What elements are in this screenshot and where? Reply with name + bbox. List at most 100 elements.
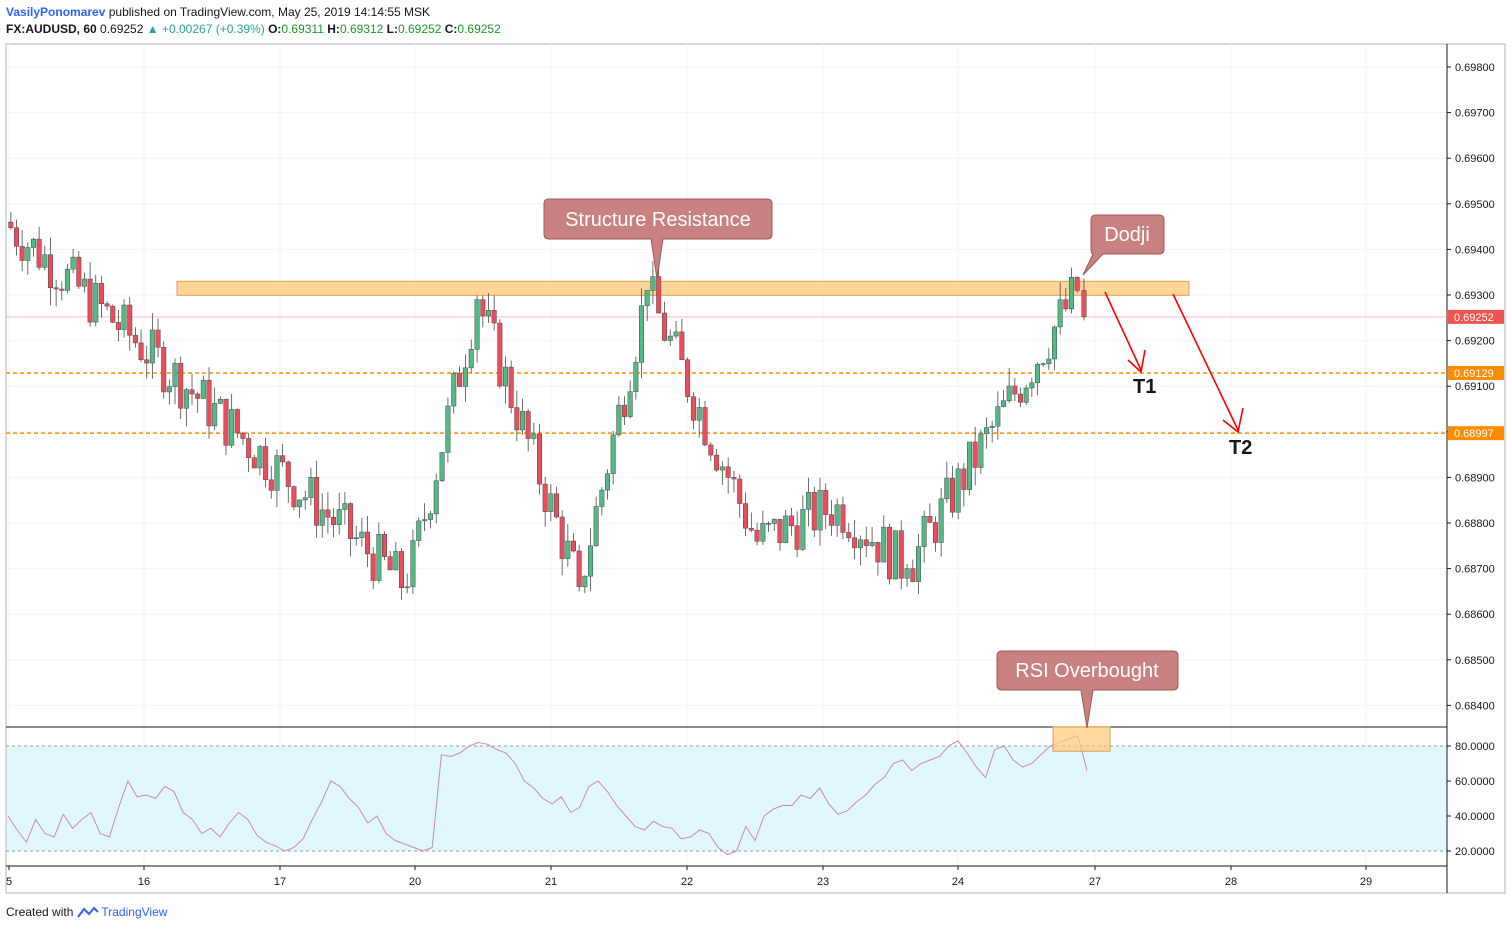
candle-body xyxy=(348,503,354,539)
candle-body xyxy=(1029,382,1035,389)
candle-body xyxy=(627,391,633,417)
candle-body xyxy=(531,433,537,439)
candle-body xyxy=(823,490,829,515)
candle-body xyxy=(474,299,480,350)
arrow-to-t1 xyxy=(1104,291,1142,371)
candle-body xyxy=(685,359,691,398)
callout-dodji-text: Dodji xyxy=(1104,224,1150,246)
candle-body xyxy=(559,516,565,559)
candle-body xyxy=(644,290,650,307)
candle-body xyxy=(387,556,393,571)
author-link[interactable]: VasilyPonomarev xyxy=(6,5,106,19)
price-tick-label: 0.68400 xyxy=(1455,700,1495,712)
candle-body xyxy=(404,586,410,589)
candle-body xyxy=(656,276,662,314)
time-tick-label: 17 xyxy=(274,876,286,888)
candle-body xyxy=(274,455,280,491)
candle-body xyxy=(336,509,342,525)
rsi-axis[interactable]: 80.0000 60.0000 40.0000 20.0000 xyxy=(1447,741,1495,858)
price-axis[interactable]: 0.69800 0.69700 0.69600 0.69500 0.69400 0.693… xyxy=(1447,62,1495,712)
time-axis[interactable]: 5 16 17 20 21 22 23 24 27 28 29 xyxy=(6,866,1372,888)
close-value: 0.69252 xyxy=(457,22,501,36)
price-tick-label: 0.69700 xyxy=(1455,108,1495,120)
candle-body xyxy=(508,366,514,408)
candle-body xyxy=(696,407,702,421)
time-tick-label: 16 xyxy=(138,876,150,888)
change-value: ▲ +0.00267 (+0.39%) xyxy=(146,22,265,36)
time-tick-label: 20 xyxy=(409,876,421,888)
candle-body xyxy=(1074,277,1080,291)
candle-body xyxy=(497,322,503,387)
high-value: 0.69312 xyxy=(339,22,384,36)
candle-body xyxy=(206,379,212,427)
callout-rsi-overbought[interactable]: RSI Overbought xyxy=(996,650,1179,729)
candle-body xyxy=(989,425,995,428)
open-value: 0.69311 xyxy=(281,22,324,36)
candle-body xyxy=(59,288,65,291)
candle-body xyxy=(25,247,31,261)
candle-body xyxy=(875,542,881,563)
candle-body xyxy=(200,379,206,399)
symbol-label: FX:AUDUSD, 60 xyxy=(6,22,97,36)
candle-body xyxy=(178,362,184,409)
callout-dodji-shape xyxy=(1082,214,1165,276)
candle-body xyxy=(491,310,497,324)
candle-body xyxy=(743,503,749,529)
candle-body xyxy=(748,527,754,531)
candle-body xyxy=(127,304,133,336)
candle-body xyxy=(42,254,48,268)
callout-dodji[interactable]: Dodji xyxy=(1082,214,1165,276)
candle-body xyxy=(737,478,743,504)
candle-body xyxy=(944,477,950,500)
callout-rsi-overbought-text: RSI Overbought xyxy=(1015,660,1159,682)
arrowhead-t2 xyxy=(1222,407,1244,434)
candle-body xyxy=(938,498,944,543)
candle-body xyxy=(817,490,823,531)
candle-body xyxy=(708,444,714,456)
candle-body xyxy=(115,322,121,330)
close-label: C: xyxy=(444,22,458,36)
candles xyxy=(8,211,1087,600)
last-price-tag-text: 0.69252 xyxy=(1454,312,1494,324)
candle-body xyxy=(439,452,445,482)
candle-body xyxy=(155,329,161,348)
candle-body xyxy=(731,477,737,480)
candle-body xyxy=(679,331,685,360)
tradingview-brand[interactable]: TradingView xyxy=(101,905,168,919)
candle-body xyxy=(927,515,933,523)
candle-body xyxy=(542,483,548,512)
candle-body xyxy=(433,480,439,515)
candle-body xyxy=(172,362,178,387)
candle-body xyxy=(365,531,371,555)
resistance-zone[interactable] xyxy=(176,280,1190,296)
target-arrows[interactable] xyxy=(1104,291,1244,434)
rsi-overbought-box[interactable] xyxy=(1052,726,1111,752)
candle-body xyxy=(588,545,593,577)
price-tick-label: 0.69500 xyxy=(1455,199,1495,211)
rsi-band xyxy=(7,746,1447,851)
candle-body xyxy=(353,537,359,539)
candle-body xyxy=(457,373,463,387)
candle-body xyxy=(1081,290,1087,318)
candle-body xyxy=(525,411,531,439)
t1-price-tag-bg xyxy=(1448,365,1504,380)
candle-body xyxy=(399,551,405,589)
time-tick-label: 24 xyxy=(952,876,964,888)
candle-body xyxy=(978,433,984,468)
candle-body xyxy=(599,489,605,507)
candle-body xyxy=(376,534,382,581)
candle-body xyxy=(445,405,451,453)
candle-body xyxy=(725,466,731,478)
candle-body xyxy=(410,540,416,588)
candle-body xyxy=(852,537,858,549)
candle-body xyxy=(370,553,376,581)
candle-body xyxy=(240,432,246,439)
candle-body xyxy=(451,373,457,407)
candle-body xyxy=(47,254,53,289)
candle-body xyxy=(887,526,893,580)
callout-structure-resistance[interactable]: Structure Resistance xyxy=(543,198,773,280)
candle-body xyxy=(967,441,972,490)
candle-body xyxy=(898,530,904,579)
candle-body xyxy=(53,287,59,290)
